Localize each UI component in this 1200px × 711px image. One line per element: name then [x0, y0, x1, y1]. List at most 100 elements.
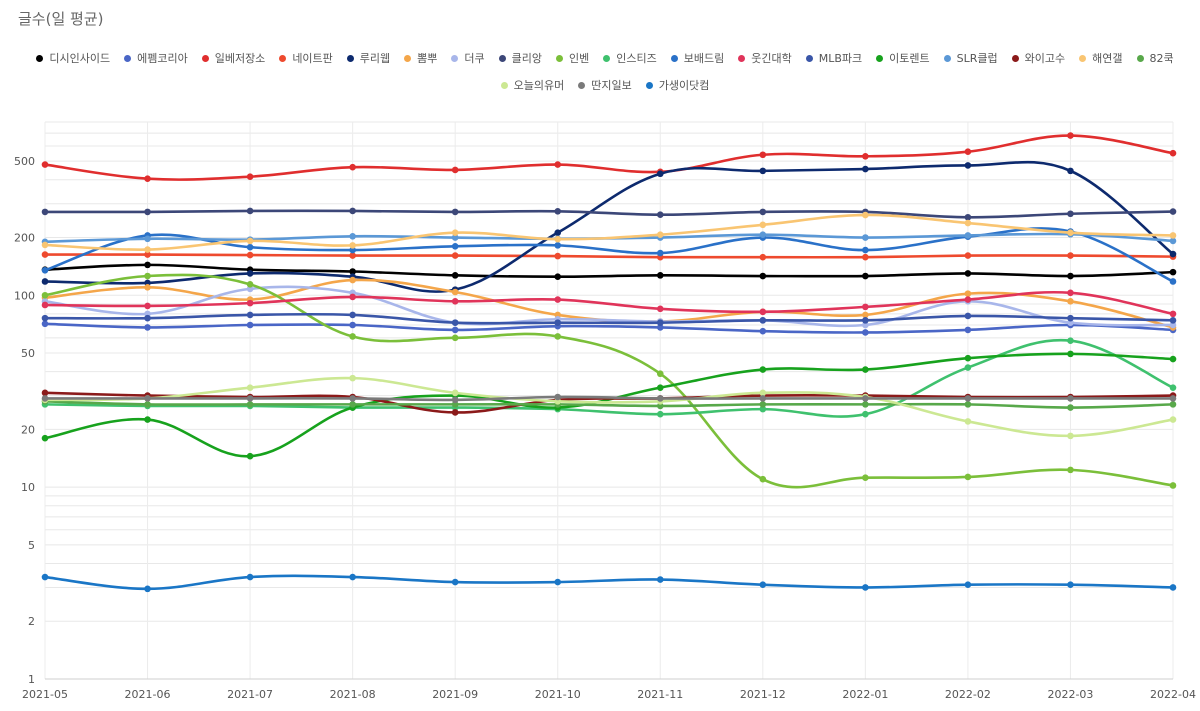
data-point[interactable] — [554, 207, 562, 215]
data-point[interactable] — [1067, 289, 1074, 297]
legend-item[interactable]: 인스티즈 — [603, 50, 657, 66]
series-line[interactable] — [43, 312, 1175, 325]
data-point[interactable] — [862, 401, 869, 408]
data-point[interactable] — [1169, 482, 1177, 489]
data-point[interactable] — [349, 293, 356, 301]
series-line[interactable] — [43, 574, 1175, 591]
series-line[interactable] — [43, 213, 1175, 251]
data-point[interactable] — [144, 246, 151, 253]
data-point[interactable] — [144, 401, 151, 408]
data-point[interactable] — [964, 364, 972, 371]
data-point[interactable] — [656, 231, 664, 238]
data-point[interactable] — [656, 249, 664, 257]
data-point[interactable] — [964, 162, 972, 169]
data-point[interactable] — [451, 242, 459, 250]
data-point[interactable] — [1067, 395, 1074, 402]
legend-item[interactable]: MLB파크 — [805, 50, 862, 66]
data-point[interactable] — [656, 395, 664, 402]
data-point[interactable] — [451, 272, 459, 279]
data-point[interactable] — [964, 312, 972, 320]
data-point[interactable] — [1067, 210, 1074, 218]
data-point[interactable] — [451, 578, 459, 586]
series-인벤[interactable] — [41, 272, 1177, 489]
data-point[interactable] — [246, 384, 254, 391]
data-point[interactable] — [451, 288, 459, 296]
legend-item[interactable]: 루리웹 — [346, 50, 390, 66]
legend-item[interactable]: 디시인사이드 — [36, 50, 110, 66]
data-point[interactable] — [451, 166, 459, 174]
series-line[interactable] — [43, 395, 1175, 402]
data-point[interactable] — [144, 302, 151, 310]
data-point[interactable] — [144, 585, 151, 593]
data-point[interactable] — [964, 326, 972, 334]
legend-item[interactable]: 클리앙 — [498, 50, 542, 66]
data-point[interactable] — [656, 370, 664, 378]
data-point[interactable] — [1169, 149, 1177, 157]
data-point[interactable] — [964, 581, 972, 589]
data-point[interactable] — [1067, 132, 1074, 139]
data-point[interactable] — [1067, 298, 1074, 305]
data-point[interactable] — [451, 252, 459, 259]
legend-item[interactable]: 네이트판 — [279, 50, 333, 66]
data-point[interactable] — [656, 211, 664, 218]
data-point[interactable] — [451, 234, 459, 241]
data-point[interactable] — [1067, 432, 1074, 440]
data-point[interactable] — [349, 246, 356, 254]
data-point[interactable] — [246, 243, 254, 251]
data-point[interactable] — [144, 284, 151, 291]
data-point[interactable] — [964, 232, 972, 239]
data-point[interactable] — [554, 161, 562, 168]
data-point[interactable] — [246, 299, 254, 307]
data-point[interactable] — [862, 165, 869, 173]
data-point[interactable] — [349, 333, 356, 340]
data-point[interactable] — [656, 170, 664, 178]
legend-item[interactable]: 딴지일보 — [578, 77, 632, 93]
data-point[interactable] — [862, 317, 869, 324]
legend-item[interactable]: 82쿡 — [1136, 50, 1174, 66]
data-point[interactable] — [554, 252, 562, 260]
data-point[interactable] — [246, 173, 254, 180]
data-point[interactable] — [554, 578, 562, 586]
series-딴지일보[interactable] — [41, 393, 1177, 404]
data-point[interactable] — [1067, 314, 1074, 322]
data-point[interactable] — [1169, 237, 1177, 245]
data-point[interactable] — [554, 235, 562, 243]
data-point[interactable] — [759, 231, 767, 238]
data-point[interactable] — [1169, 310, 1177, 318]
data-point[interactable] — [144, 324, 151, 331]
data-point[interactable] — [246, 281, 254, 288]
data-point[interactable] — [1169, 208, 1177, 215]
data-point[interactable] — [246, 207, 254, 215]
series-line[interactable] — [43, 290, 1175, 316]
data-point[interactable] — [964, 401, 972, 408]
data-point[interactable] — [349, 232, 356, 240]
data-point[interactable] — [349, 163, 356, 171]
data-point[interactable] — [1067, 337, 1074, 344]
legend-item[interactable]: SLR클럽 — [943, 50, 998, 66]
data-point[interactable] — [246, 270, 254, 277]
data-point[interactable] — [862, 253, 869, 261]
data-point[interactable] — [144, 251, 151, 258]
series-line[interactable] — [43, 285, 1175, 328]
data-point[interactable] — [964, 395, 972, 402]
data-point[interactable] — [1067, 350, 1074, 358]
data-point[interactable] — [246, 395, 254, 402]
data-point[interactable] — [656, 402, 664, 410]
data-point[interactable] — [41, 314, 49, 322]
data-point[interactable] — [144, 208, 151, 216]
data-point[interactable] — [759, 401, 767, 408]
data-point[interactable] — [554, 393, 562, 401]
data-point[interactable] — [759, 366, 767, 373]
legend-item[interactable]: 이토렌트 — [876, 50, 930, 66]
series-클리앙[interactable] — [41, 207, 1177, 221]
data-point[interactable] — [554, 319, 562, 326]
series-line[interactable] — [43, 134, 1175, 181]
data-point[interactable] — [964, 148, 972, 156]
data-point[interactable] — [144, 314, 151, 322]
data-point[interactable] — [1169, 416, 1177, 423]
data-point[interactable] — [862, 211, 869, 219]
series-line[interactable] — [43, 338, 1175, 418]
data-point[interactable] — [1067, 229, 1074, 236]
data-point[interactable] — [451, 334, 459, 342]
series-MLB파크[interactable] — [41, 311, 1177, 326]
